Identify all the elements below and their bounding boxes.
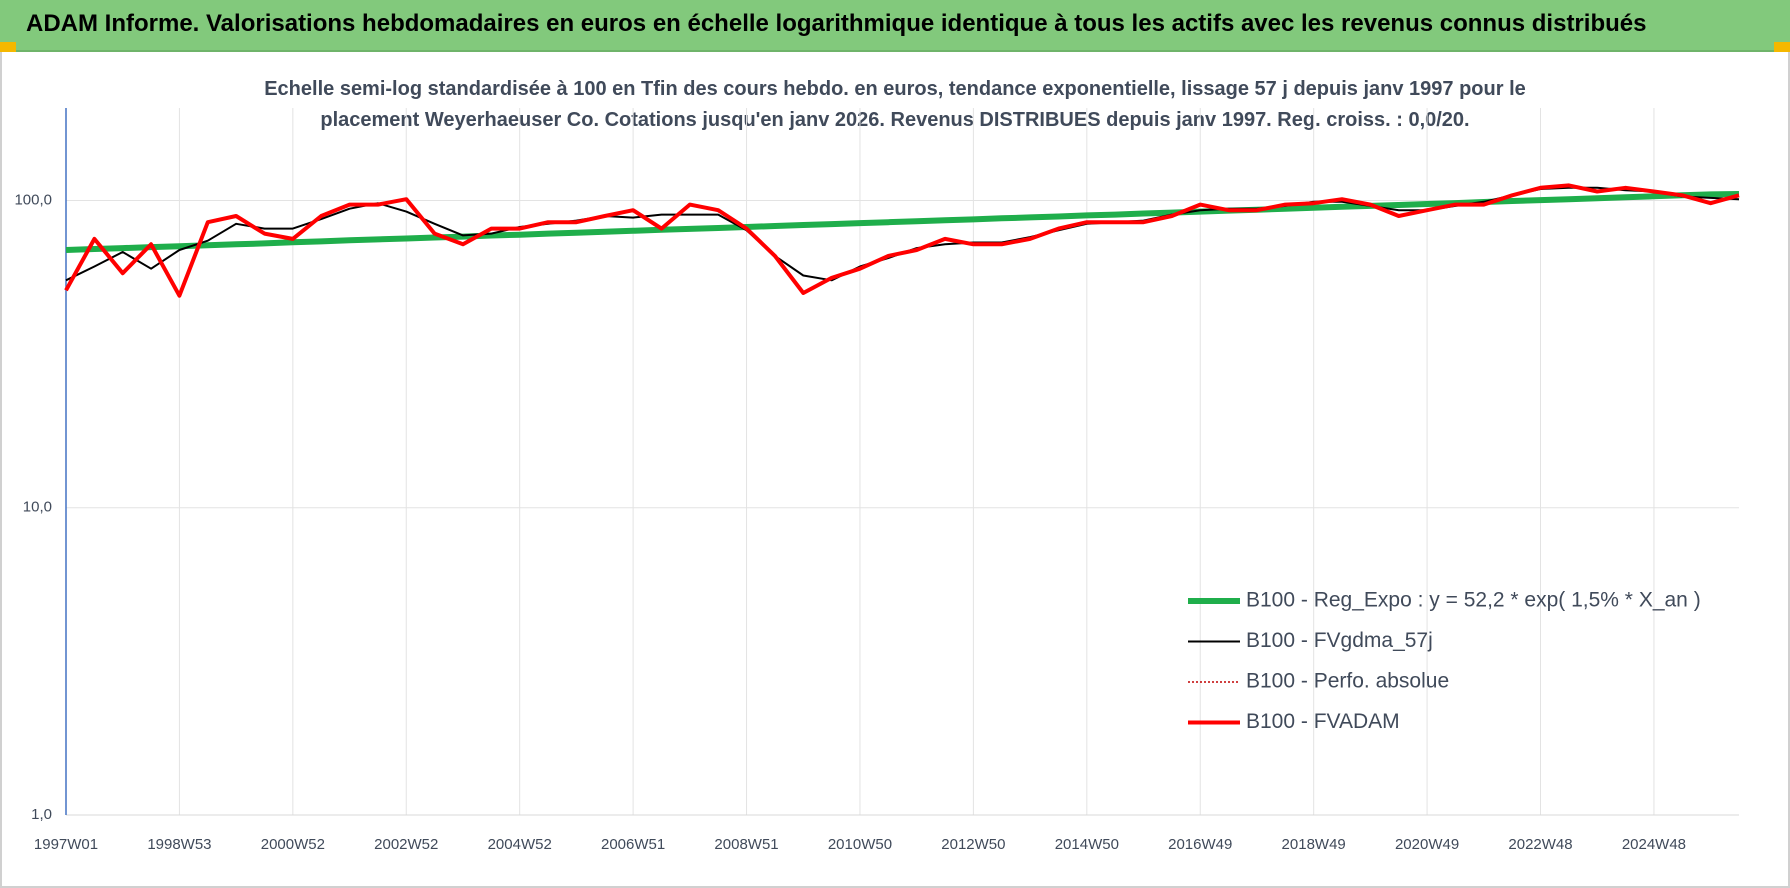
x-tick-label: 2002W52	[374, 836, 438, 853]
x-tick-label: 2022W48	[1508, 836, 1572, 853]
x-tick-label: 2012W50	[941, 836, 1005, 853]
x-tick-label: 2018W49	[1282, 836, 1346, 853]
header-title: ADAM Informe. Valorisations hebdomadaire…	[26, 10, 1647, 37]
x-tick-label: 2020W49	[1395, 836, 1459, 853]
legend-label: B100 - FVADAM	[1246, 710, 1400, 733]
y-tick-label: 10,0	[23, 499, 52, 516]
corner	[0, 42, 16, 52]
corner	[1774, 42, 1790, 52]
x-tick-label: 2016W49	[1168, 836, 1232, 853]
x-tick-label: 2000W52	[261, 836, 325, 853]
legend-label: B100 - Reg_Expo : y = 52,2 * exp( 1,5% *…	[1246, 589, 1701, 612]
legend-label: B100 - FVgdma_57j	[1246, 629, 1433, 652]
y-tick-label: 1,0	[31, 806, 52, 823]
x-tick-label: 1998W53	[147, 836, 211, 853]
legend-label: B100 - Perfo. absolue	[1246, 670, 1449, 693]
header: ADAM Informe. Valorisations hebdomadaire…	[0, 0, 1790, 52]
x-tick-label: 2010W50	[828, 836, 892, 853]
x-tick-label: 2024W48	[1622, 836, 1686, 853]
chart-title: Echelle semi-log standardisée à 100 en T…	[264, 78, 1526, 131]
legend: B100 - Reg_Expo : y = 52,2 * exp( 1,5% *…	[1188, 589, 1701, 733]
x-tick-label: 2014W50	[1055, 836, 1119, 853]
x-tick-label: 2004W52	[488, 836, 552, 853]
x-tick-label: 2008W51	[714, 836, 778, 853]
x-tick-label: 2006W51	[601, 836, 665, 853]
series-line	[64, 183, 1740, 298]
x-tick-label: 1997W01	[34, 836, 98, 853]
y-tick-label: 100,0	[14, 191, 52, 208]
